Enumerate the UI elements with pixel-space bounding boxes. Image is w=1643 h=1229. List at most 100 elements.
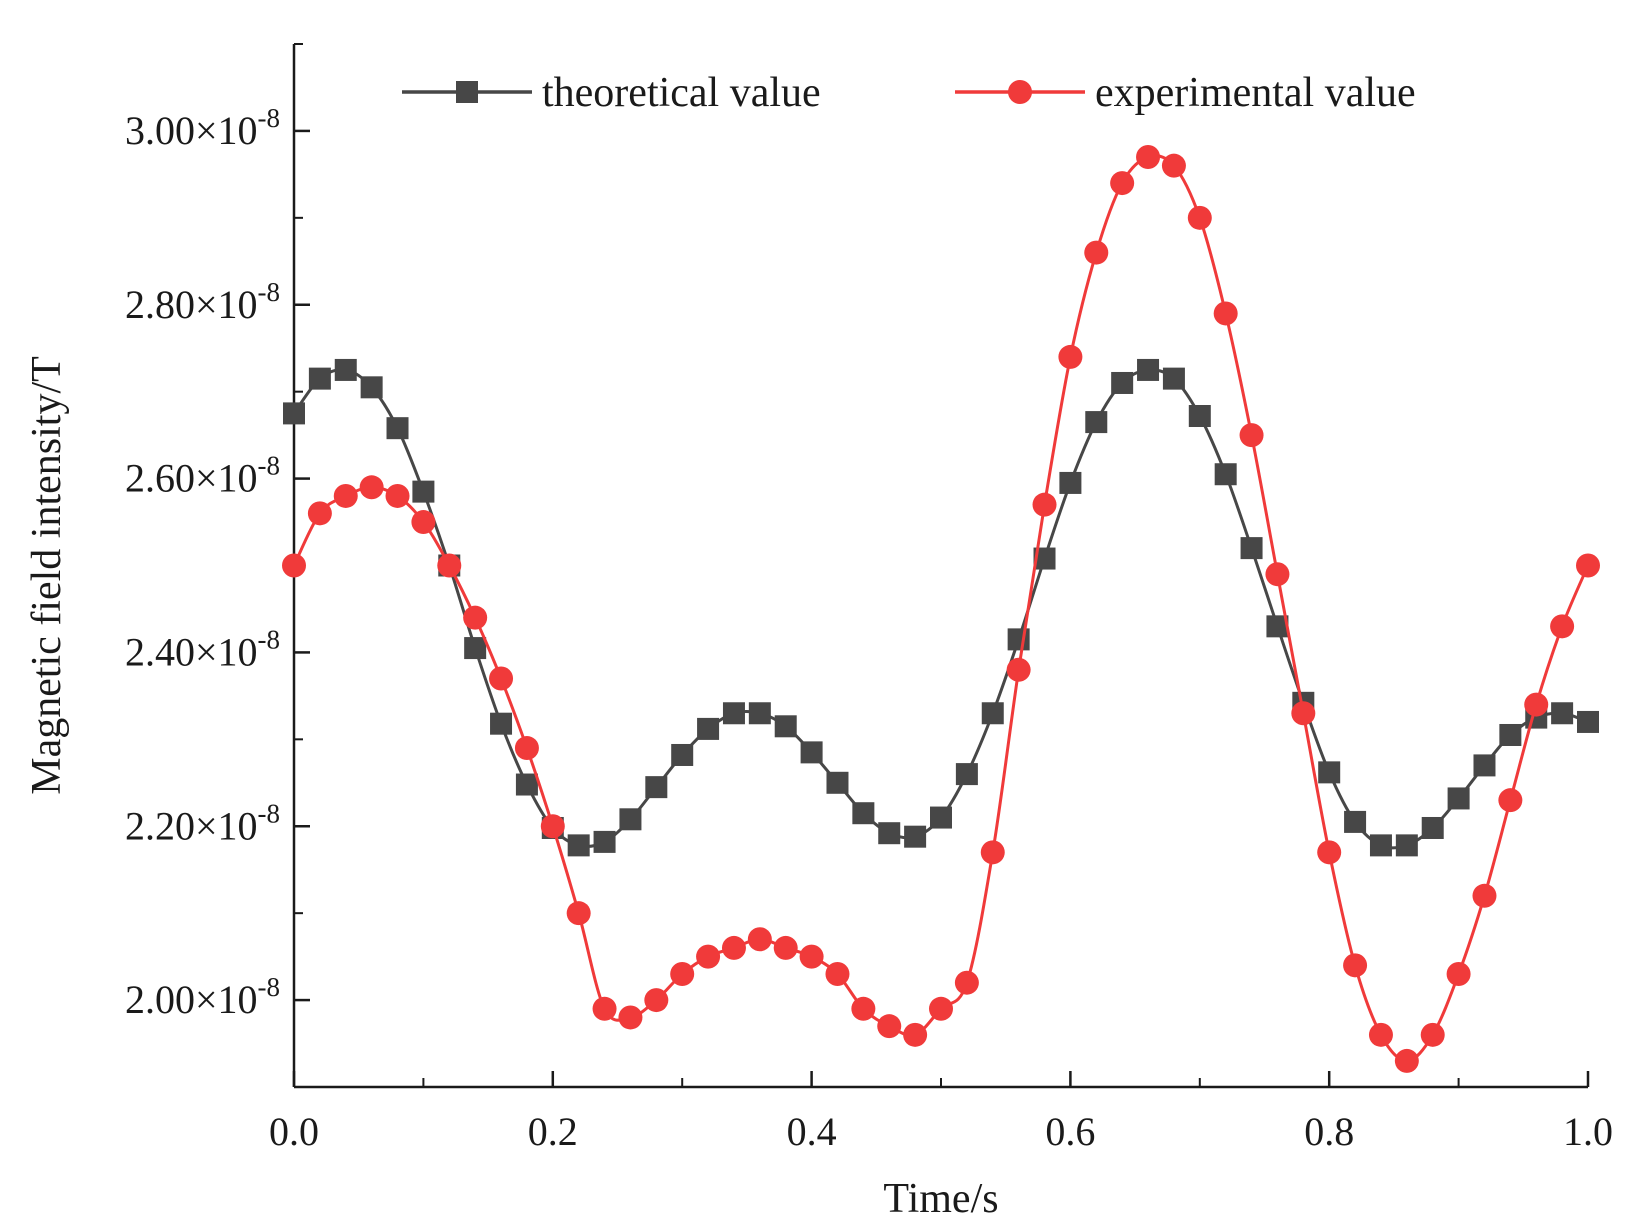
data-point-square bbox=[955, 763, 978, 786]
data-point-circle bbox=[1343, 953, 1368, 978]
y-tick-label: 2.00×10-8 bbox=[125, 972, 280, 1022]
data-point-square bbox=[1240, 537, 1263, 560]
data-point-circle bbox=[1368, 1022, 1393, 1047]
data-point-square bbox=[619, 808, 642, 831]
data-point-circle bbox=[851, 996, 876, 1021]
data-point-circle bbox=[1213, 301, 1238, 326]
data-point-circle bbox=[1084, 240, 1109, 265]
y-tick-mantissa: 2.40×10 bbox=[125, 629, 258, 674]
data-point-circle bbox=[1161, 153, 1186, 178]
data-point-circle bbox=[980, 840, 1005, 865]
y-tick-exponent: -8 bbox=[258, 798, 281, 828]
y-tick-exponent: -8 bbox=[258, 277, 281, 307]
legend-item-theoretical-value: theoretical value bbox=[402, 70, 821, 116]
data-point-circle bbox=[1187, 205, 1212, 230]
data-point-circle bbox=[307, 501, 332, 526]
data-point-square bbox=[1344, 810, 1367, 833]
data-point-square bbox=[334, 358, 357, 381]
data-point-square bbox=[515, 773, 538, 796]
data-point-circle bbox=[747, 927, 772, 952]
data-point-circle bbox=[411, 510, 436, 535]
data-point-square bbox=[1137, 358, 1160, 381]
series-line bbox=[292, 368, 1589, 850]
legend-marker-circle bbox=[1008, 80, 1032, 104]
data-point-square bbox=[645, 776, 668, 799]
data-point-square bbox=[930, 806, 952, 829]
data-point-circle bbox=[644, 988, 669, 1013]
data-point-circle bbox=[696, 944, 721, 969]
data-point-square bbox=[904, 825, 927, 848]
data-point-circle bbox=[463, 605, 488, 630]
axes: 0.0 0.2 0.4 0.6 0.8 1.02.00×10-82.20×10-82.40… bbox=[125, 43, 1613, 1154]
data-point-square bbox=[671, 743, 694, 766]
y-tick-mantissa: 2.80×10 bbox=[125, 282, 258, 327]
y-tick-label: 2.40×10-8 bbox=[125, 624, 280, 674]
data-point-circle bbox=[489, 666, 514, 691]
data-point-square bbox=[1188, 405, 1211, 428]
data-point-square bbox=[1318, 761, 1341, 784]
x-tick-label: 0.0 bbox=[269, 1109, 319, 1154]
data-point-square bbox=[360, 376, 383, 399]
data-point-square bbox=[1421, 816, 1444, 839]
x-tick-label: 1.0 bbox=[1563, 1109, 1613, 1154]
data-point-circle bbox=[618, 1005, 643, 1030]
data-point-square bbox=[308, 367, 331, 390]
data-point-circle bbox=[1006, 657, 1031, 682]
data-point-square bbox=[1447, 787, 1470, 810]
y-tick-mantissa: 3.00×10 bbox=[125, 108, 258, 153]
data-point-circle bbox=[1265, 562, 1290, 587]
y-tick-mantissa: 2.20×10 bbox=[125, 803, 258, 848]
x-tick-label: 0.4 bbox=[787, 1109, 837, 1154]
data-point-square bbox=[1473, 754, 1496, 777]
data-point-circle bbox=[773, 935, 798, 960]
y-tick-exponent: -8 bbox=[258, 103, 281, 133]
data-point-circle bbox=[566, 901, 591, 926]
data-point-circle bbox=[1058, 344, 1083, 369]
data-point-square bbox=[800, 741, 823, 764]
data-point-square bbox=[1162, 367, 1185, 390]
x-axis-title: Time/s bbox=[883, 1176, 998, 1222]
data-point-square bbox=[981, 702, 1004, 725]
data-point-circle bbox=[670, 962, 695, 987]
data-point-circle bbox=[1576, 553, 1600, 578]
y-tick-label: 2.20×10-8 bbox=[125, 798, 280, 848]
data-point-circle bbox=[437, 553, 462, 578]
y-tick-exponent: -8 bbox=[258, 451, 281, 481]
legend-label: experimental value bbox=[1095, 70, 1416, 116]
y-tick-exponent: -8 bbox=[258, 624, 281, 654]
data-point-circle bbox=[592, 996, 617, 1021]
y-axis-title: Magnetic field intensity/T bbox=[24, 356, 70, 795]
data-point-square bbox=[1395, 834, 1418, 857]
data-point-circle bbox=[877, 1014, 902, 1039]
data-point-circle bbox=[359, 475, 384, 500]
y-tick-exponent: -8 bbox=[258, 972, 281, 1002]
data-point-square bbox=[1085, 411, 1108, 434]
data-point-circle bbox=[1239, 423, 1264, 448]
data-point-circle bbox=[1524, 692, 1549, 717]
y-tick-label: 2.80×10-8 bbox=[125, 277, 280, 327]
data-point-circle bbox=[799, 944, 824, 969]
series-experimental-value bbox=[282, 144, 1600, 1073]
data-point-square bbox=[1499, 723, 1522, 746]
data-point-circle bbox=[514, 736, 539, 761]
data-point-square bbox=[386, 417, 409, 440]
y-tick-label: 3.00×10-8 bbox=[125, 103, 280, 153]
series-line bbox=[292, 154, 1590, 1063]
data-point-square bbox=[283, 402, 305, 425]
x-tick-label: 0.8 bbox=[1304, 1109, 1354, 1154]
x-tick-label: 0.6 bbox=[1045, 1109, 1095, 1154]
y-tick-label: 2.60×10-8 bbox=[125, 451, 280, 501]
data-point-circle bbox=[1291, 701, 1316, 726]
data-point-circle bbox=[825, 962, 850, 987]
data-point-circle bbox=[1420, 1022, 1445, 1047]
data-point-square bbox=[412, 480, 435, 503]
data-point-square bbox=[1551, 702, 1574, 725]
legend: theoretical value experimental value bbox=[402, 70, 1416, 116]
data-point-square bbox=[852, 802, 875, 825]
data-point-circle bbox=[903, 1022, 928, 1047]
data-point-square bbox=[490, 712, 513, 735]
data-point-circle bbox=[1110, 171, 1135, 196]
data-point-square bbox=[464, 637, 487, 660]
legend-item-experimental-value: experimental value bbox=[955, 70, 1416, 116]
